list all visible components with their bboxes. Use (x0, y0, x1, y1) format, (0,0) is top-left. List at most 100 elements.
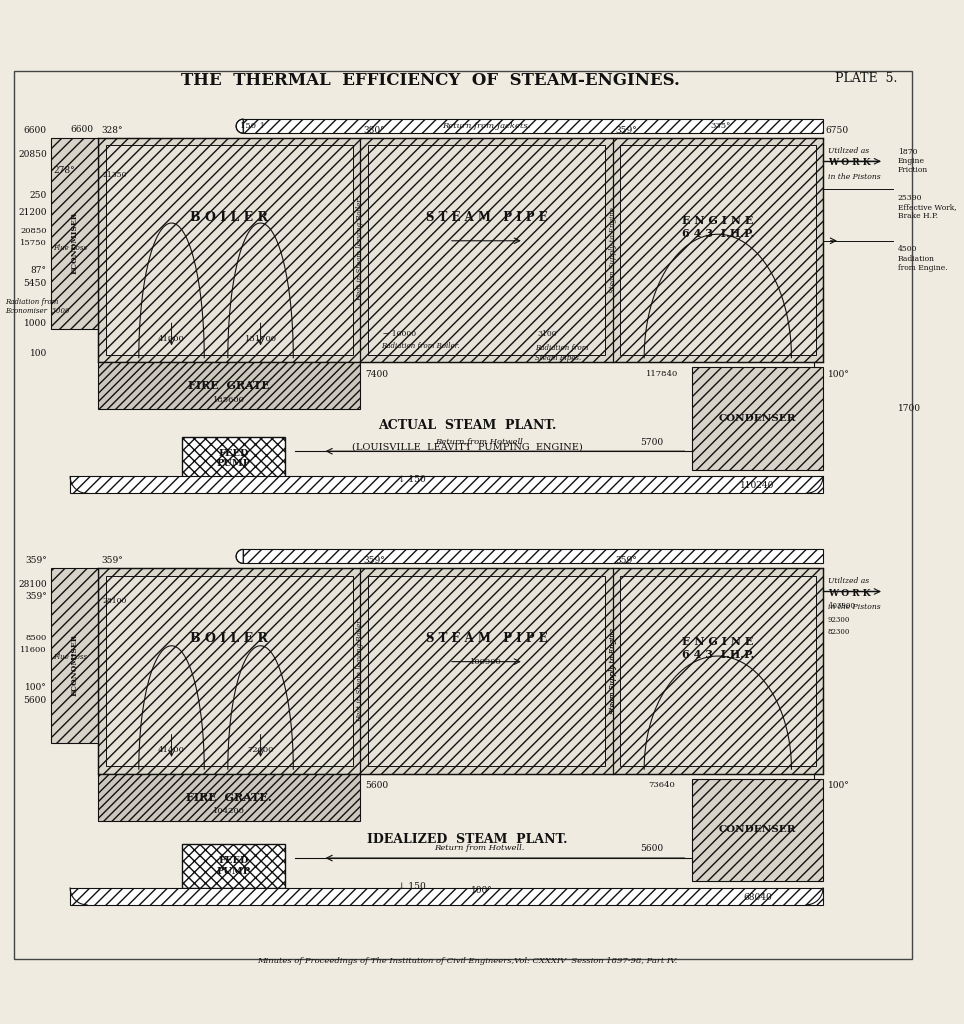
Bar (692, 778, 823, 882)
Text: E N G I N E
6 4 3  I.H.P.: E N G I N E 6 4 3 I.H.P. (682, 636, 754, 659)
Text: 117840: 117840 (646, 370, 678, 378)
Bar (98, 138, 823, 362)
Text: E N G I N E
6 4 3  I.H.P.: E N G I N E 6 4 3 I.H.P. (682, 215, 754, 239)
Text: S T E A M   P I P E: S T E A M P I P E (425, 211, 548, 224)
Text: B O I L E R: B O I L E R (190, 211, 268, 224)
Text: 6750: 6750 (826, 126, 849, 135)
Text: 41900: 41900 (158, 335, 185, 343)
Text: ECONOMISER: ECONOMISER (70, 212, 79, 273)
Text: ECONOMISER: ECONOMISER (70, 634, 79, 696)
Bar (70, 888, 823, 905)
Text: FIRE  GRATE: FIRE GRATE (188, 380, 270, 391)
Text: 131700: 131700 (245, 335, 277, 343)
Bar (98, 568, 823, 774)
Bar (70, 476, 823, 494)
Text: 41400: 41400 (158, 746, 185, 755)
Bar (620, 145, 816, 355)
Bar (620, 575, 816, 766)
Text: in the Pistons: in the Pistons (828, 603, 880, 610)
Text: 359°: 359° (362, 556, 385, 565)
Text: 21200: 21200 (18, 208, 47, 217)
Text: Utilized as: Utilized as (828, 578, 869, 586)
Text: 6600: 6600 (24, 126, 47, 135)
Text: 110240: 110240 (740, 481, 775, 490)
Text: 359°: 359° (25, 592, 47, 601)
Text: 1700: 1700 (897, 404, 921, 414)
Polygon shape (236, 119, 243, 133)
Text: 4500
Radiation
from Engine.: 4500 Radiation from Engine. (897, 246, 948, 271)
Text: 359°: 359° (615, 556, 637, 565)
Text: Return from Jackets.: Return from Jackets. (442, 122, 530, 130)
Text: 28100: 28100 (103, 597, 127, 605)
Text: ↓ 150: ↓ 150 (397, 474, 425, 483)
Text: FIRE  GRATE.: FIRE GRATE. (186, 792, 272, 803)
Text: Return from Hotwell: Return from Hotwell (436, 437, 523, 445)
Bar (692, 367, 823, 470)
Text: 15750: 15750 (20, 239, 47, 247)
Bar (243, 550, 823, 563)
Text: Radiation from Boiler.: Radiation from Boiler. (381, 342, 459, 349)
Bar (106, 575, 353, 766)
Text: 8500: 8500 (25, 634, 47, 642)
Text: 1000: 1000 (24, 318, 47, 328)
Text: 5450: 5450 (23, 280, 47, 289)
Text: 278°: 278° (53, 166, 75, 175)
Text: 72600: 72600 (248, 746, 274, 755)
Text: Steam Supply to Engine: Steam Supply to Engine (608, 207, 617, 293)
Text: Flue Loss: Flue Loss (53, 245, 88, 252)
Text: 5700: 5700 (641, 437, 664, 446)
Text: Utilized as: Utilized as (828, 147, 869, 156)
Bar (367, 145, 605, 355)
Text: 100°: 100° (828, 781, 849, 791)
Text: FEED
PUMP: FEED PUMP (217, 856, 251, 876)
Text: 5600: 5600 (641, 845, 664, 853)
Text: 100°: 100° (25, 683, 47, 692)
Text: 380°: 380° (362, 126, 385, 135)
Text: Steam Supply to Engine: Steam Supply to Engine (608, 628, 617, 714)
Text: 73640: 73640 (649, 781, 675, 790)
Text: 104200: 104200 (213, 807, 245, 815)
Text: Heat in Steam leaving Boiler: Heat in Steam leaving Boiler (356, 620, 364, 722)
Text: 185600: 185600 (213, 395, 245, 403)
Text: 21350: 21350 (103, 171, 127, 179)
Bar (367, 575, 605, 766)
Text: 7400: 7400 (364, 370, 388, 379)
Text: Minutes of Proceedings of The Institution of Civil Engineers,Vol: CXXXIV  Sessio: Minutes of Proceedings of The Institutio… (257, 956, 678, 965)
Text: IDEALIZED  STEAM  PLANT.: IDEALIZED STEAM PLANT. (367, 833, 568, 846)
Bar (243, 119, 823, 133)
Bar (98, 774, 361, 820)
Text: 359°: 359° (101, 556, 122, 565)
Polygon shape (236, 550, 243, 563)
Bar (182, 437, 285, 479)
Text: ↓ 150: ↓ 150 (397, 882, 425, 891)
Text: in the Pistons: in the Pistons (828, 172, 880, 180)
Text: 68040: 68040 (743, 893, 772, 902)
Text: Radiation from
Steam Pipes.: Radiation from Steam Pipes. (535, 344, 588, 361)
Text: 5600: 5600 (24, 696, 47, 706)
Text: 6600: 6600 (70, 125, 94, 134)
Text: W O R K: W O R K (828, 589, 870, 598)
Text: 5600: 5600 (364, 781, 388, 791)
Text: W O R K: W O R K (828, 159, 870, 168)
Text: 92300: 92300 (828, 615, 850, 624)
Text: Steam Supply to Engine: Steam Supply to Engine (608, 628, 617, 714)
Text: 335°: 335° (710, 122, 731, 130)
Text: 20850: 20850 (18, 151, 47, 159)
Bar (51, 138, 98, 329)
Text: → 10000: → 10000 (384, 331, 416, 338)
Text: 82300: 82300 (828, 628, 850, 636)
Text: 100: 100 (30, 348, 47, 357)
Bar (182, 844, 285, 888)
Text: PLATE  5.: PLATE 5. (836, 73, 897, 85)
Text: 250: 250 (30, 191, 47, 201)
Text: 87°: 87° (31, 266, 47, 275)
Text: 11600: 11600 (20, 646, 47, 654)
Text: CONDENSER: CONDENSER (719, 825, 796, 835)
Text: THE  THERMAL  EFFICIENCY  OF  STEAM-ENGINES.: THE THERMAL EFFICIENCY OF STEAM-ENGINES. (181, 73, 680, 89)
Text: 100°: 100° (470, 886, 493, 895)
Text: CONDENSER: CONDENSER (719, 414, 796, 423)
Text: Heat in Steam leaving Boiler: Heat in Steam leaving Boiler (356, 199, 364, 301)
Text: 150 ↑: 150 ↑ (240, 122, 265, 130)
Text: 25390
Effective Work,
Brake H.P.: 25390 Effective Work, Brake H.P. (897, 194, 956, 220)
Bar (106, 145, 353, 355)
